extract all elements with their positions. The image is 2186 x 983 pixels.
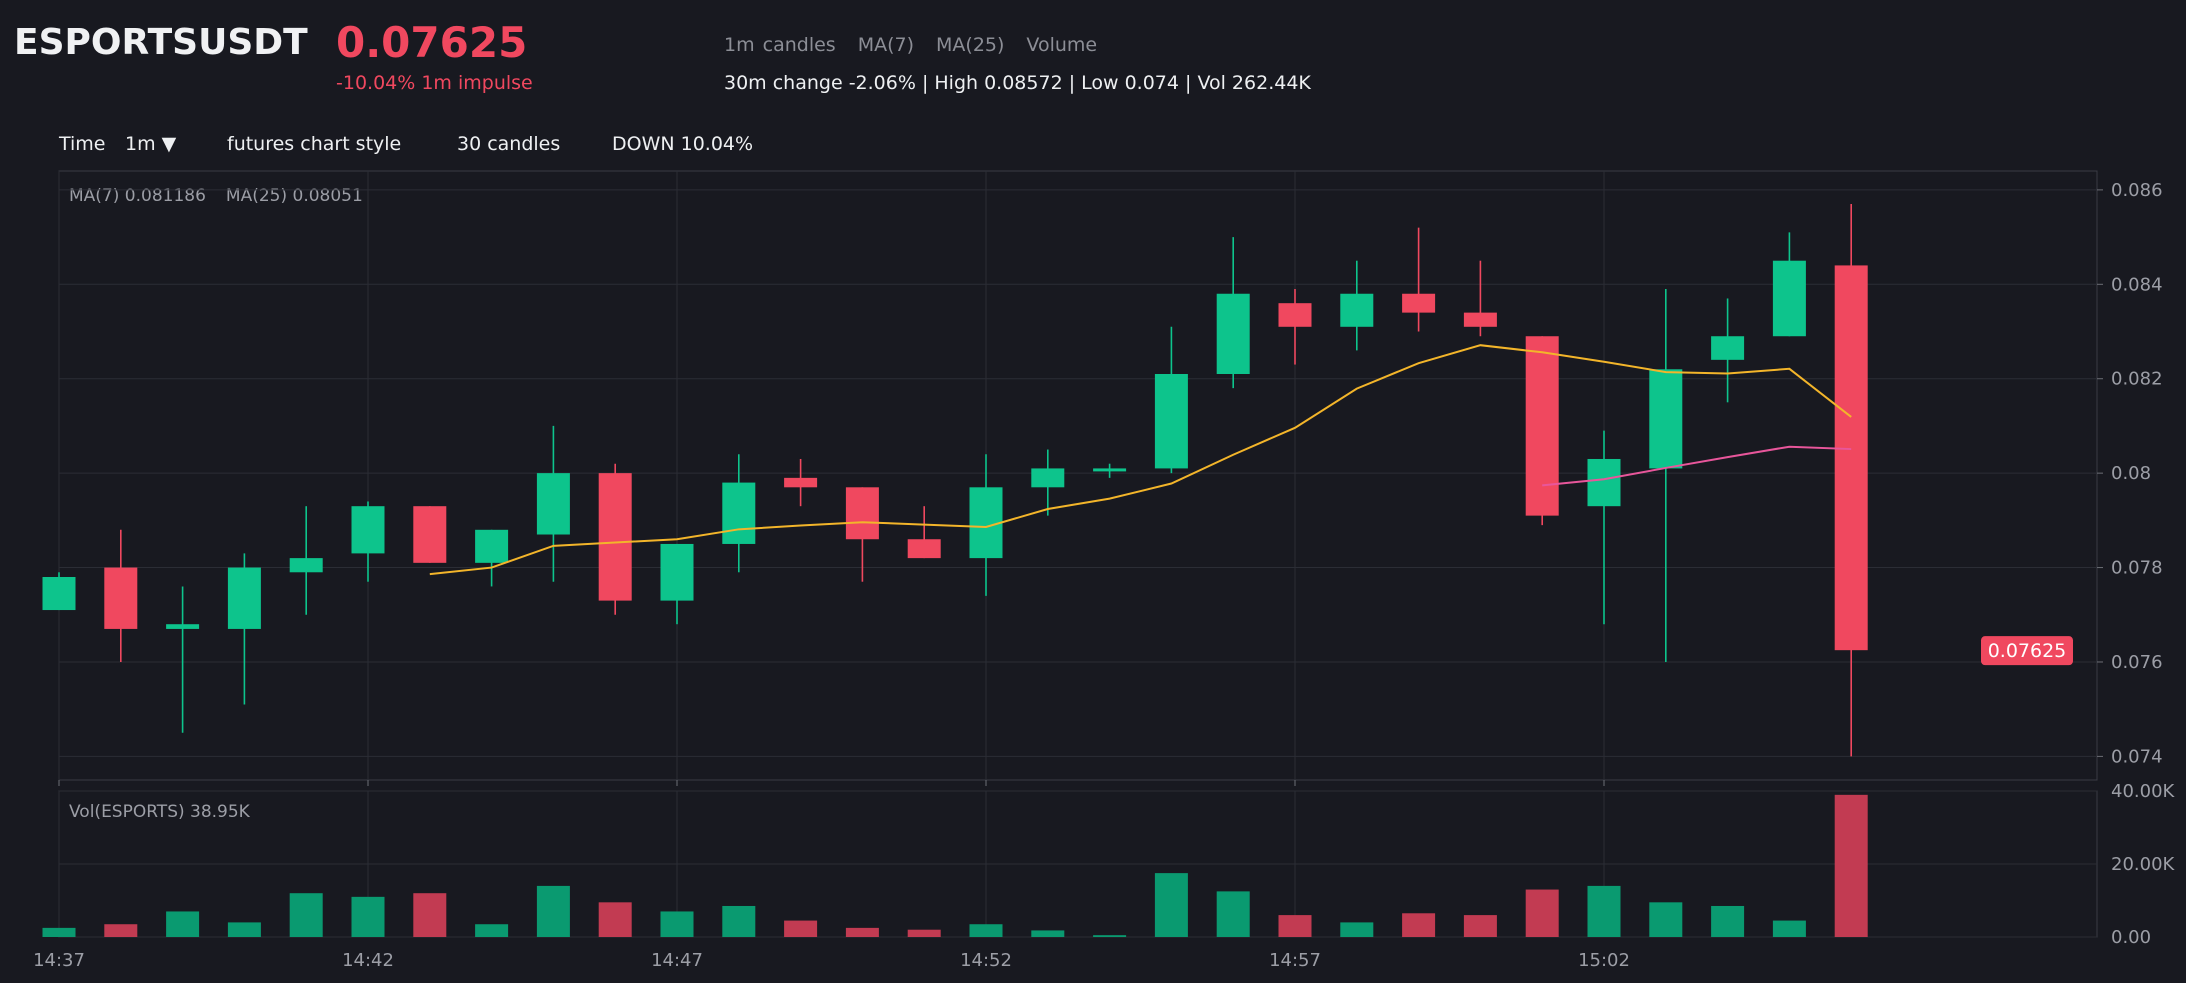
x-tick-label: 14:47 — [651, 950, 703, 971]
ma7-value: MA(7) 0.081186 — [69, 186, 206, 206]
candle-body — [1093, 468, 1127, 472]
price-tick-label: 0.086 — [2111, 180, 2163, 201]
candle-body — [1216, 293, 1250, 374]
impulse-change: -10.04% 1m impulse — [336, 72, 533, 94]
volume-bar — [1463, 915, 1497, 937]
volume-bar — [166, 911, 200, 937]
chart-style-button[interactable]: futures chart style — [227, 133, 402, 155]
volume-tick-label: 0.00 — [2111, 927, 2151, 948]
candle-count: 30 candles — [457, 133, 561, 155]
volume-bar — [413, 893, 447, 937]
time-label: Time — [59, 133, 106, 155]
x-tick-label: 14:37 — [33, 950, 85, 971]
candle-body — [1340, 293, 1374, 327]
candle-body — [351, 506, 385, 554]
candle-body — [1463, 312, 1497, 327]
volume-bar — [722, 905, 756, 937]
legend-ma7[interactable]: MA(7) — [857, 34, 915, 56]
x-tick-label: 14:52 — [960, 950, 1012, 971]
volume-tick-label: 20.00K — [2111, 854, 2176, 875]
legend-candles[interactable]: 1m candles — [724, 34, 836, 56]
legend-ma25[interactable]: MA(25) — [936, 34, 1005, 56]
candle-body — [289, 558, 323, 573]
candle-body — [1587, 458, 1621, 507]
volume-bar — [784, 920, 818, 937]
volume-bar — [1154, 873, 1188, 937]
legend-volume[interactable]: Volume — [1026, 34, 1098, 56]
volume-readout: Vol(ESPORTS) 38.95K — [69, 802, 250, 822]
candle-body — [42, 577, 76, 611]
candle-body — [536, 473, 570, 535]
volume-bar — [1340, 922, 1374, 937]
candle-body — [722, 482, 756, 544]
candle-body — [1278, 303, 1312, 327]
volume-bar — [1587, 885, 1621, 937]
candle-body — [784, 477, 818, 488]
x-tick-label: 14:57 — [1269, 950, 1321, 971]
chart-legend: 1m candles MA(7) MA(25) Volume — [724, 34, 1119, 56]
volume-bar — [1649, 902, 1683, 937]
candle-body — [1711, 336, 1745, 360]
price-tick-label: 0.082 — [2111, 369, 2163, 390]
candle-body — [598, 473, 632, 601]
volume-bar — [969, 924, 1003, 937]
price-tick-label: 0.078 — [2111, 558, 2163, 579]
interval-dropdown[interactable]: 1m ▼ — [125, 133, 177, 155]
volume-tick-label: 40.00K — [2111, 781, 2176, 802]
volume-bar — [1834, 794, 1868, 937]
price-tick-label: 0.08 — [2111, 463, 2151, 484]
candle-body — [1649, 369, 1683, 469]
candle-body — [845, 487, 879, 540]
candle-body — [660, 543, 694, 601]
volume-bar — [1216, 891, 1250, 937]
volume-bar — [289, 893, 323, 937]
candle-body — [907, 539, 941, 559]
candle-body — [1834, 265, 1868, 651]
last-price-tag-label: 0.07625 — [1988, 640, 2067, 662]
candle-body — [413, 506, 447, 563]
ma25-line — [1542, 445, 1852, 487]
volume-bar — [475, 924, 509, 937]
volume-bar — [907, 929, 941, 937]
candle-body — [227, 567, 261, 629]
x-tick-label: 15:02 — [1578, 950, 1630, 971]
volume-bar — [42, 927, 76, 937]
candle-body — [1772, 260, 1806, 337]
ma25-value: MA(25) 0.08051 — [225, 186, 363, 206]
candle-body — [166, 624, 200, 629]
x-tick-label: 14:42 — [342, 950, 394, 971]
volume-bar — [1525, 889, 1559, 937]
candle-body — [1154, 374, 1188, 469]
candle-body — [1031, 468, 1065, 488]
volume-bar — [104, 924, 138, 937]
volume-bar — [660, 911, 694, 937]
ma-readout: MA(7) 0.081186 MA(25) 0.08051 — [69, 186, 383, 206]
price-tick-label: 0.074 — [2111, 746, 2163, 767]
last-price-tag — [1981, 636, 2073, 666]
volume-bar — [1711, 905, 1745, 937]
volume-bar — [1093, 935, 1127, 937]
price-tick-label: 0.084 — [2111, 274, 2163, 295]
candle-body — [475, 529, 509, 563]
candle-body — [1402, 293, 1436, 313]
volume-bar — [845, 927, 879, 937]
direction-badge: DOWN 10.04% — [612, 133, 754, 155]
volume-bar — [1278, 915, 1312, 937]
summary-stats: 30m change -2.06% | High 0.08572 | Low 0… — [724, 72, 1311, 94]
candle-body — [104, 567, 138, 629]
volume-bar — [1402, 913, 1436, 937]
price-tick-label: 0.076 — [2111, 652, 2163, 673]
volume-bar — [351, 896, 385, 937]
symbol-title: ESPORTSUSDT — [14, 22, 308, 63]
candle-body — [969, 487, 1003, 559]
volume-bar — [1031, 930, 1065, 937]
volume-bar — [227, 922, 261, 937]
last-price: 0.07625 — [336, 18, 528, 67]
ma7-line — [429, 344, 1852, 576]
volume-bar — [598, 902, 632, 937]
volume-bar — [1772, 920, 1806, 937]
volume-bar — [536, 885, 570, 937]
candle-body — [1525, 336, 1559, 516]
